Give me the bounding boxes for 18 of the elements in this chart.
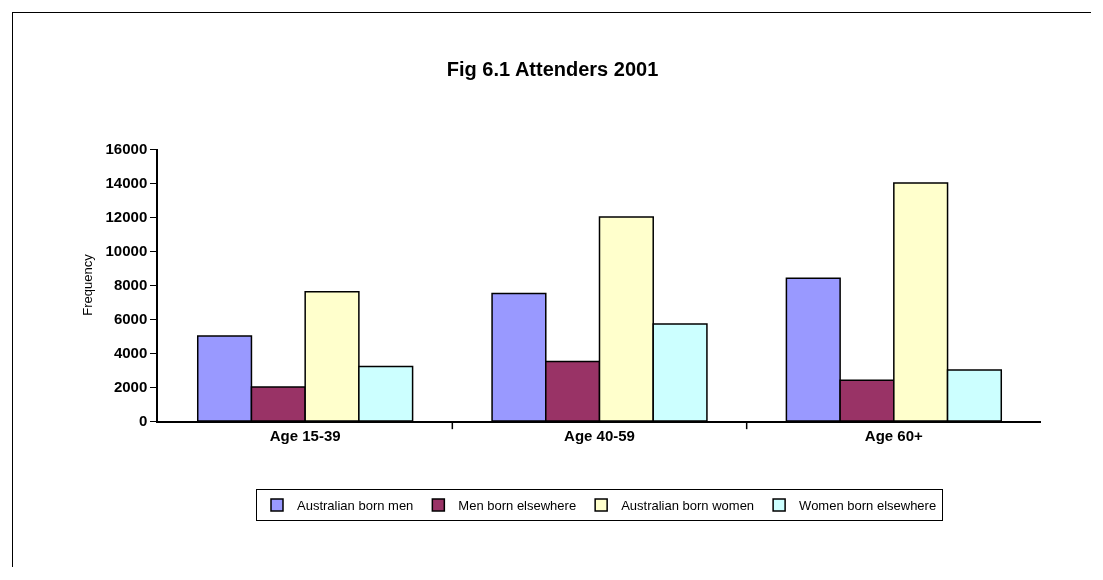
y-tick-label: 0 [138, 412, 148, 430]
y-tick-label: 12000 [105, 208, 148, 226]
y-axis-title: Frequency [79, 253, 95, 316]
x-tick-label: Age 15-39 [269, 426, 341, 444]
legend-label: Australian born men [297, 498, 414, 514]
y-tick-label: 16000 [105, 140, 148, 158]
x-tick-label: Age 40-59 [564, 426, 635, 444]
y-tick-label: 6000 [113, 310, 148, 328]
y-tick-label: 2000 [113, 378, 148, 396]
legend-label: Women born elsewhere [799, 498, 937, 514]
legend-label: Men born elsewhere [458, 498, 577, 514]
chart-title: Fig 6.1 Attenders 2001 [446, 57, 659, 80]
y-tick-label: 8000 [113, 276, 148, 294]
x-tick-label: Age 60+ [864, 426, 924, 444]
y-tick-label: 14000 [105, 174, 148, 192]
y-tick-label: 10000 [105, 242, 148, 260]
y-tick-label: 4000 [113, 344, 148, 362]
legend-label: Australian born women [621, 498, 755, 514]
